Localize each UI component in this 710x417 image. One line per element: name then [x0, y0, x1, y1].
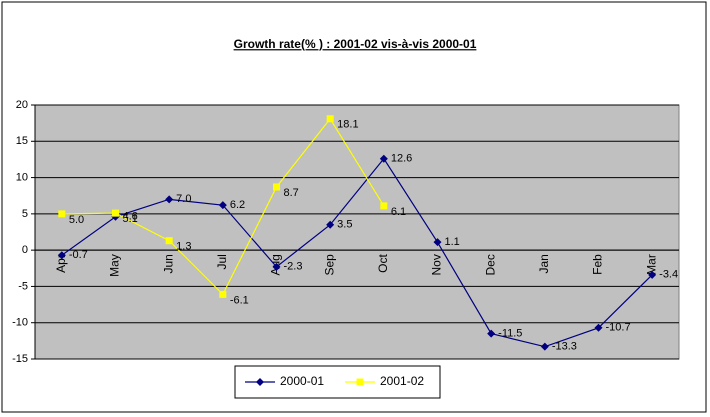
x-tick-label: Oct: [376, 253, 390, 272]
chart-title: Growth rate(% ) : 2001-02 vis-à-vis 2000…: [234, 37, 477, 51]
marker: [272, 262, 281, 271]
data-label: 1.3: [176, 241, 191, 253]
series-line: [61, 157, 653, 348]
y-tick-label: -15: [12, 353, 28, 365]
marker: [165, 195, 174, 204]
marker: [218, 201, 227, 210]
y-tick-label: 15: [16, 135, 28, 147]
data-label: 18.1: [337, 119, 358, 131]
x-tick-label: Dec: [483, 254, 497, 275]
data-label: 7.0: [176, 193, 191, 205]
marker: [648, 270, 657, 279]
marker: [165, 237, 173, 245]
data-label: 6.2: [230, 199, 245, 211]
x-tick-label: Feb: [591, 254, 605, 275]
y-tick-label: 20: [16, 99, 28, 111]
x-tick-label: May: [108, 254, 122, 277]
data-label: 6.1: [391, 206, 406, 218]
y-tick-label: -10: [12, 317, 28, 329]
y-tick-label: 5: [22, 208, 28, 220]
marker: [112, 209, 119, 217]
x-tick-label: Jun: [161, 254, 175, 273]
data-label: 5.1: [123, 213, 138, 225]
data-label: 4.6: [123, 211, 138, 223]
x-tick-label: Jan: [537, 254, 551, 273]
y-tick-label: 0: [22, 244, 28, 256]
x-tick-label: Apr: [54, 254, 68, 273]
marker: [487, 329, 496, 338]
marker: [273, 183, 280, 191]
legend-label: 2000-01: [280, 374, 324, 388]
x-tick-label: Nov: [430, 254, 444, 275]
marker: [57, 251, 66, 260]
marker: [540, 342, 549, 351]
marker: [219, 290, 227, 298]
x-tick-label: Sep: [322, 254, 336, 276]
plot-area: [34, 104, 680, 360]
data-label: 5.0: [69, 214, 84, 226]
x-tick-label: Mar: [644, 254, 658, 275]
marker: [379, 154, 388, 163]
data-label: 3.5: [337, 219, 352, 231]
marker: [58, 210, 66, 218]
data-label: -0.7: [69, 249, 88, 261]
data-label: -6.1: [230, 294, 249, 306]
marker: [326, 220, 335, 229]
legend-marker: [356, 378, 364, 386]
legend-label: 2001-02: [380, 374, 424, 388]
data-label: -10.7: [606, 322, 631, 334]
data-label: -3.4: [659, 269, 678, 281]
data-label: -13.3: [552, 341, 577, 353]
data-label: -2.3: [284, 261, 303, 273]
marker: [380, 202, 388, 210]
marker: [433, 238, 442, 247]
y-tick-label: 10: [16, 171, 28, 183]
legend-marker: [256, 378, 264, 386]
data-label: 12.6: [391, 153, 412, 165]
marker: [594, 323, 603, 332]
y-tick-label: -5: [18, 280, 28, 292]
marker: [326, 115, 334, 123]
data-label: 1.1: [445, 236, 460, 248]
data-label: 8.7: [284, 187, 299, 199]
data-label: -11.5: [498, 328, 522, 340]
x-tick-label: Jul: [215, 254, 229, 269]
